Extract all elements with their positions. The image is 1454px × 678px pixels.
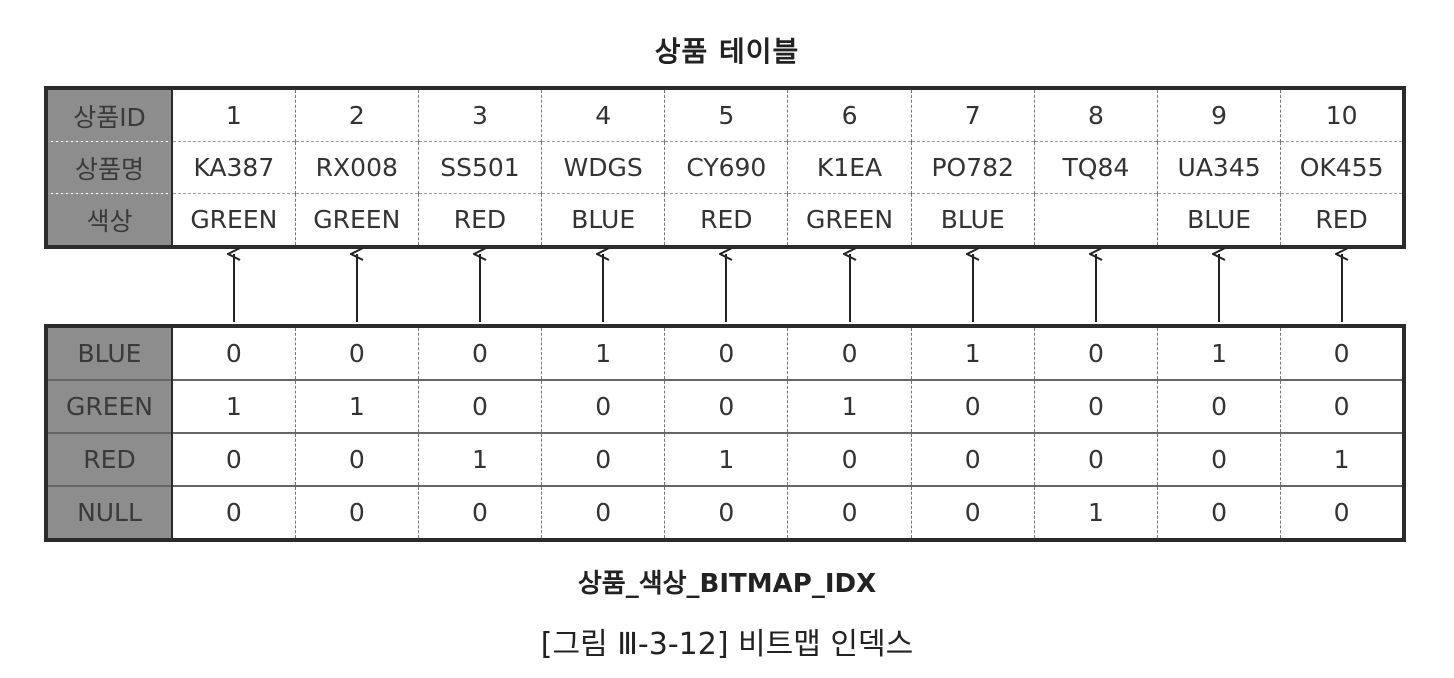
product-id-cell: 3	[417, 88, 542, 142]
product-name-cell: TQ84	[1033, 141, 1158, 194]
product-color-cell: BLUE	[910, 193, 1035, 247]
product-id-cell: 7	[910, 88, 1035, 142]
product-name-cell: UA345	[1156, 141, 1281, 194]
product-color-cell: RED	[1280, 193, 1404, 247]
bit-cell: 1	[171, 379, 296, 433]
bit-cell: 0	[417, 379, 542, 433]
product-color-row: 색상 GREEN GREEN RED BLUE RED GREEN BLUE B…	[46, 193, 1404, 247]
bit-cell: 0	[910, 379, 1035, 433]
product-id-cell: 1	[171, 88, 296, 142]
bit-cell: 1	[294, 379, 419, 433]
bit-cell: 1	[1033, 485, 1158, 540]
bit-cell: 1	[910, 326, 1035, 380]
bitmap-row-blue: BLUE 0 0 0 1 0 0 1 0 1 0	[46, 326, 1404, 380]
bit-cell: 1	[664, 432, 788, 486]
bit-cell: 0	[417, 485, 542, 540]
bit-cell: 0	[1156, 432, 1281, 486]
bitmap-row-red: RED 0 0 1 0 1 0 0 0 0 1	[46, 432, 1404, 486]
bitmap-index-table: BLUE 0 0 0 1 0 0 1 0 1 0 GREEN 1 1 0 0 0…	[44, 324, 1406, 542]
bit-cell: 1	[417, 432, 542, 486]
product-color-cell: RED	[417, 193, 542, 247]
product-id-cell: 9	[1156, 88, 1281, 142]
bit-cell: 0	[294, 485, 419, 540]
bit-cell: 0	[1280, 485, 1404, 540]
product-id-cell: 4	[541, 88, 665, 142]
product-name-cell: RX008	[294, 141, 419, 194]
bit-cell: 0	[910, 485, 1035, 540]
bit-cell: 0	[1156, 485, 1281, 540]
product-table-title: 상품 테이블	[654, 35, 800, 68]
bit-cell: 0	[541, 432, 665, 486]
row-label-color: 색상	[46, 193, 173, 247]
product-name-cell: SS501	[417, 141, 542, 194]
bit-cell: 0	[294, 326, 419, 380]
figure-caption: [그림 Ⅲ-3-12] 비트맵 인덱스	[540, 627, 914, 662]
bitmap-row-label: BLUE	[46, 326, 173, 380]
bitmap-row-label: RED	[46, 432, 173, 486]
product-id-cell: 10	[1280, 88, 1404, 142]
bit-cell: 0	[1033, 379, 1158, 433]
bit-cell: 0	[664, 485, 788, 540]
product-name-cell: CY690	[664, 141, 788, 194]
bitmap-row-green: GREEN 1 1 0 0 0 1 0 0 0 0	[46, 379, 1404, 433]
row-label-product-name: 상품명	[46, 141, 173, 194]
product-id-row: 상품ID 1 2 3 4 5 6 7 8 9 10	[46, 88, 1404, 142]
product-name-cell: PO782	[910, 141, 1035, 194]
product-color-cell: GREEN	[294, 193, 419, 247]
product-color-cell: BLUE	[541, 193, 665, 247]
bitmap-index-name: 상품_색상_BITMAP_IDX	[577, 569, 877, 599]
bit-cell: 0	[1280, 326, 1404, 380]
product-color-cell: BLUE	[1156, 193, 1281, 247]
bit-cell: 0	[787, 326, 912, 380]
bitmap-row-label: GREEN	[46, 379, 173, 433]
product-color-cell: GREEN	[171, 193, 296, 247]
product-table: 상품ID 1 2 3 4 5 6 7 8 9 10 상품명 KA387 RX00…	[44, 86, 1406, 249]
bit-cell: 0	[787, 485, 912, 540]
product-id-cell: 5	[664, 88, 788, 142]
bit-cell: 0	[171, 326, 296, 380]
bit-cell: 0	[1280, 379, 1404, 433]
bit-cell: 0	[1033, 432, 1158, 486]
bit-cell: 1	[541, 326, 665, 380]
product-name-cell: WDGS	[541, 141, 665, 194]
product-id-cell: 2	[294, 88, 419, 142]
bit-cell: 0	[664, 326, 788, 380]
product-color-cell: RED	[664, 193, 788, 247]
product-id-cell: 8	[1033, 88, 1158, 142]
bit-cell: 0	[171, 432, 296, 486]
bit-cell: 0	[541, 379, 665, 433]
bit-cell: 0	[910, 432, 1035, 486]
bit-cell: 0	[417, 326, 542, 380]
bit-cell: 0	[294, 432, 419, 486]
bit-cell: 0	[787, 432, 912, 486]
product-id-cell: 6	[787, 88, 912, 142]
bit-cell: 1	[1156, 326, 1281, 380]
bit-cell: 0	[1033, 326, 1158, 380]
bit-cell: 0	[664, 379, 788, 433]
bit-cell: 0	[171, 485, 296, 540]
product-name-cell: OK455	[1280, 141, 1404, 194]
bit-cell: 1	[787, 379, 912, 433]
product-color-cell: GREEN	[787, 193, 912, 247]
bit-cell: 1	[1280, 432, 1404, 486]
product-name-row: 상품명 KA387 RX008 SS501 WDGS CY690 K1EA PO…	[46, 141, 1404, 194]
row-label-product-id: 상품ID	[46, 88, 173, 142]
bitmap-row-null: NULL 0 0 0 0 0 0 0 1 0 0	[46, 485, 1404, 540]
product-name-cell: K1EA	[787, 141, 912, 194]
bitmap-row-label: NULL	[46, 485, 173, 540]
pointer-arrows	[0, 246, 1454, 322]
product-name-cell: KA387	[171, 141, 296, 194]
product-color-cell	[1033, 193, 1158, 247]
bit-cell: 0	[541, 485, 665, 540]
bit-cell: 0	[1156, 379, 1281, 433]
